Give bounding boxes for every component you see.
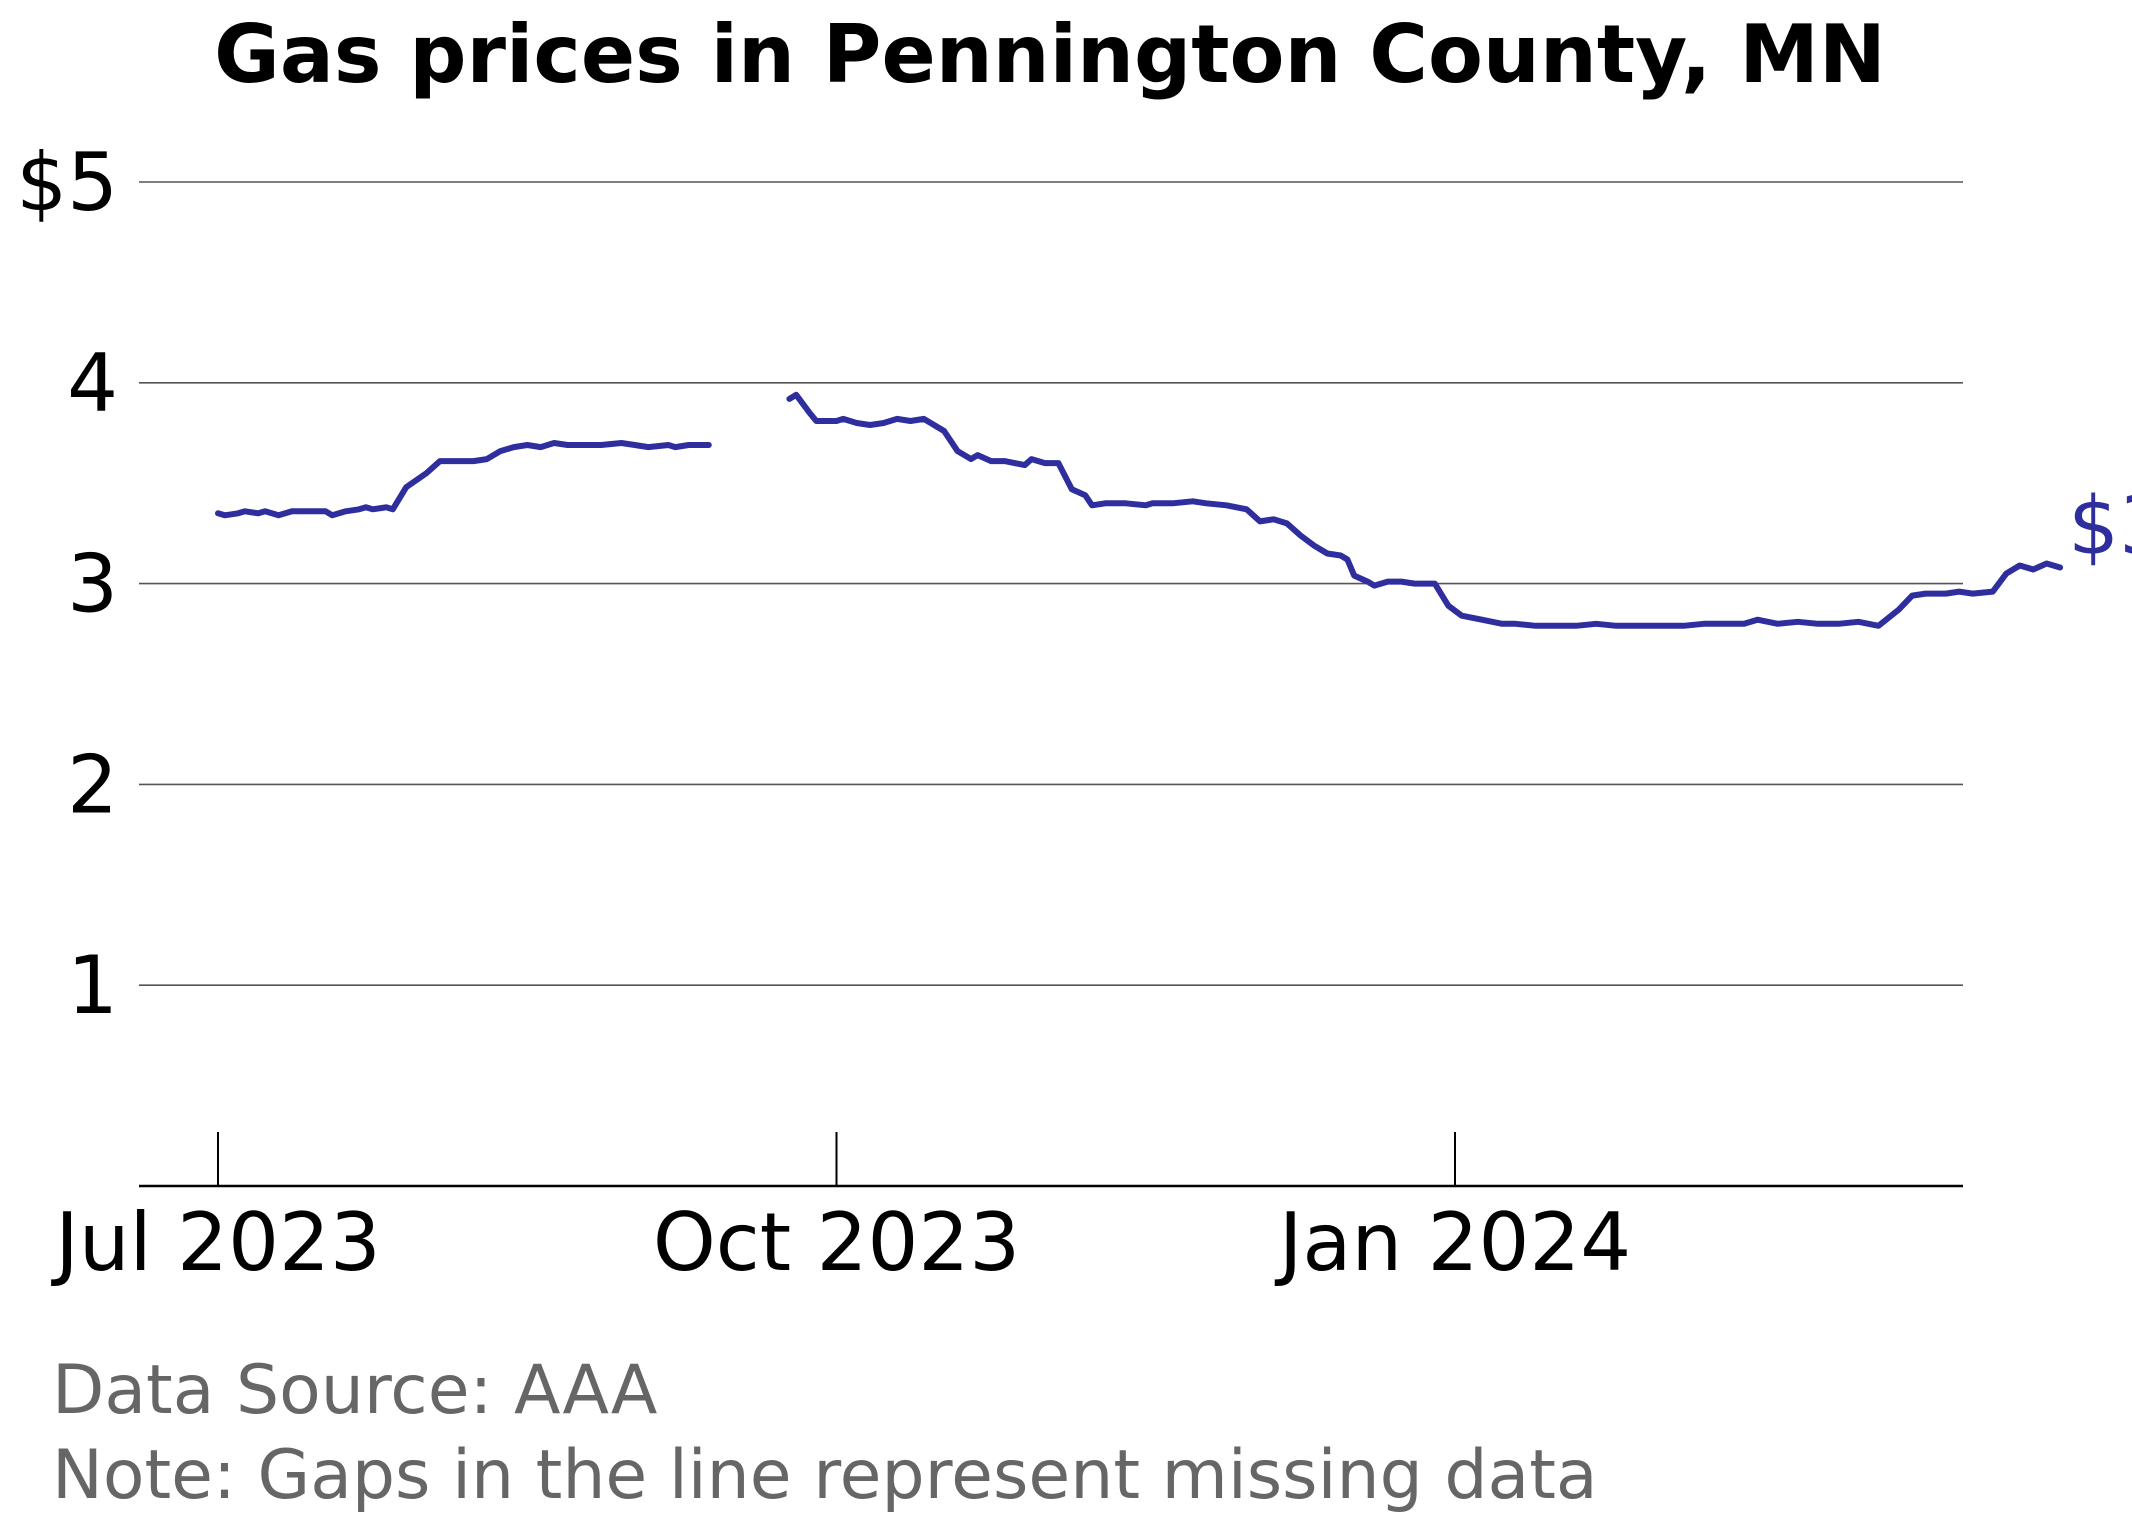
y-tick-label-2: 2 [67,738,118,831]
y-tick-label-3: 3 [67,538,118,631]
data-source-note: Data Source: AAA [52,1351,657,1430]
chart-title: Gas prices in Pennington County, MN [214,8,1886,101]
price-line-segment-1 [215,440,712,519]
x-tick-label-1: Oct 2023 [653,1196,1020,1289]
x-axis-ticks: Jul 2023 Oct 2023 Jan 2024 [50,1132,1631,1289]
missing-data-note: Note: Gaps in the line represent missing… [52,1436,1598,1515]
y-axis-ticks: $5 4 3 2 1 [16,136,118,1032]
price-line-segment-2 [786,391,2064,629]
gridlines [139,181,1963,987]
price-series [215,391,2064,629]
y-tick-label-4: 4 [67,337,118,430]
x-tick-label-2: Jan 2024 [1274,1196,1631,1289]
x-tick-label-0: Jul 2023 [50,1196,381,1289]
last-value-label: $3.08 [2068,480,2132,573]
y-tick-label-5: $5 [16,136,118,229]
y-tick-label-1: 1 [67,939,118,1032]
